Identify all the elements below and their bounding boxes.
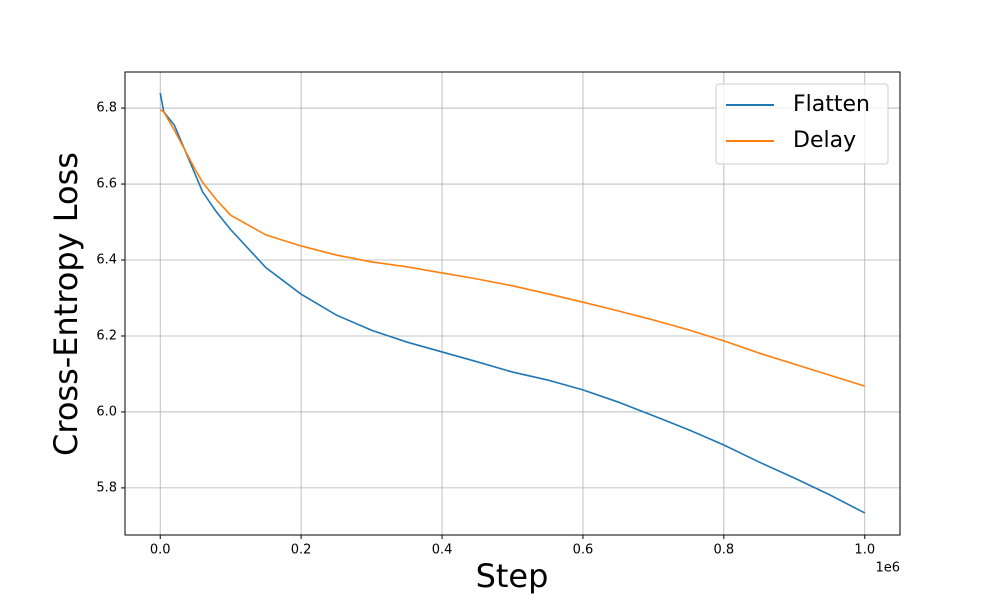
- x-axis-label: Step: [476, 557, 549, 595]
- y-tick-label: 6.2: [96, 328, 117, 343]
- x-tick-label: 0.6: [573, 543, 594, 558]
- line-series: [159, 109, 866, 387]
- y-tick-label: 6.4: [96, 253, 117, 268]
- legend: Flatten Delay: [715, 83, 889, 165]
- x-tick-label: 1.0: [854, 543, 875, 558]
- x-tick-label: 0.0: [150, 543, 171, 558]
- x-tick-label: 0.2: [291, 543, 312, 558]
- x-offset-label: 1e6: [875, 561, 900, 576]
- legend-label: Flatten: [793, 92, 870, 117]
- plot-frame: [124, 71, 901, 536]
- legend-label: Delay: [793, 128, 856, 153]
- y-tick-label: 5.8: [96, 480, 117, 495]
- y-tick-label: 6.0: [96, 404, 117, 419]
- line-series: [159, 92, 866, 514]
- y-axis-label: Cross-Entropy Loss: [47, 152, 85, 456]
- x-tick-label: 0.4: [432, 543, 453, 558]
- y-tick-label: 6.8: [96, 101, 117, 116]
- y-tick-label: 6.6: [96, 177, 117, 192]
- x-tick-label: 0.8: [714, 543, 735, 558]
